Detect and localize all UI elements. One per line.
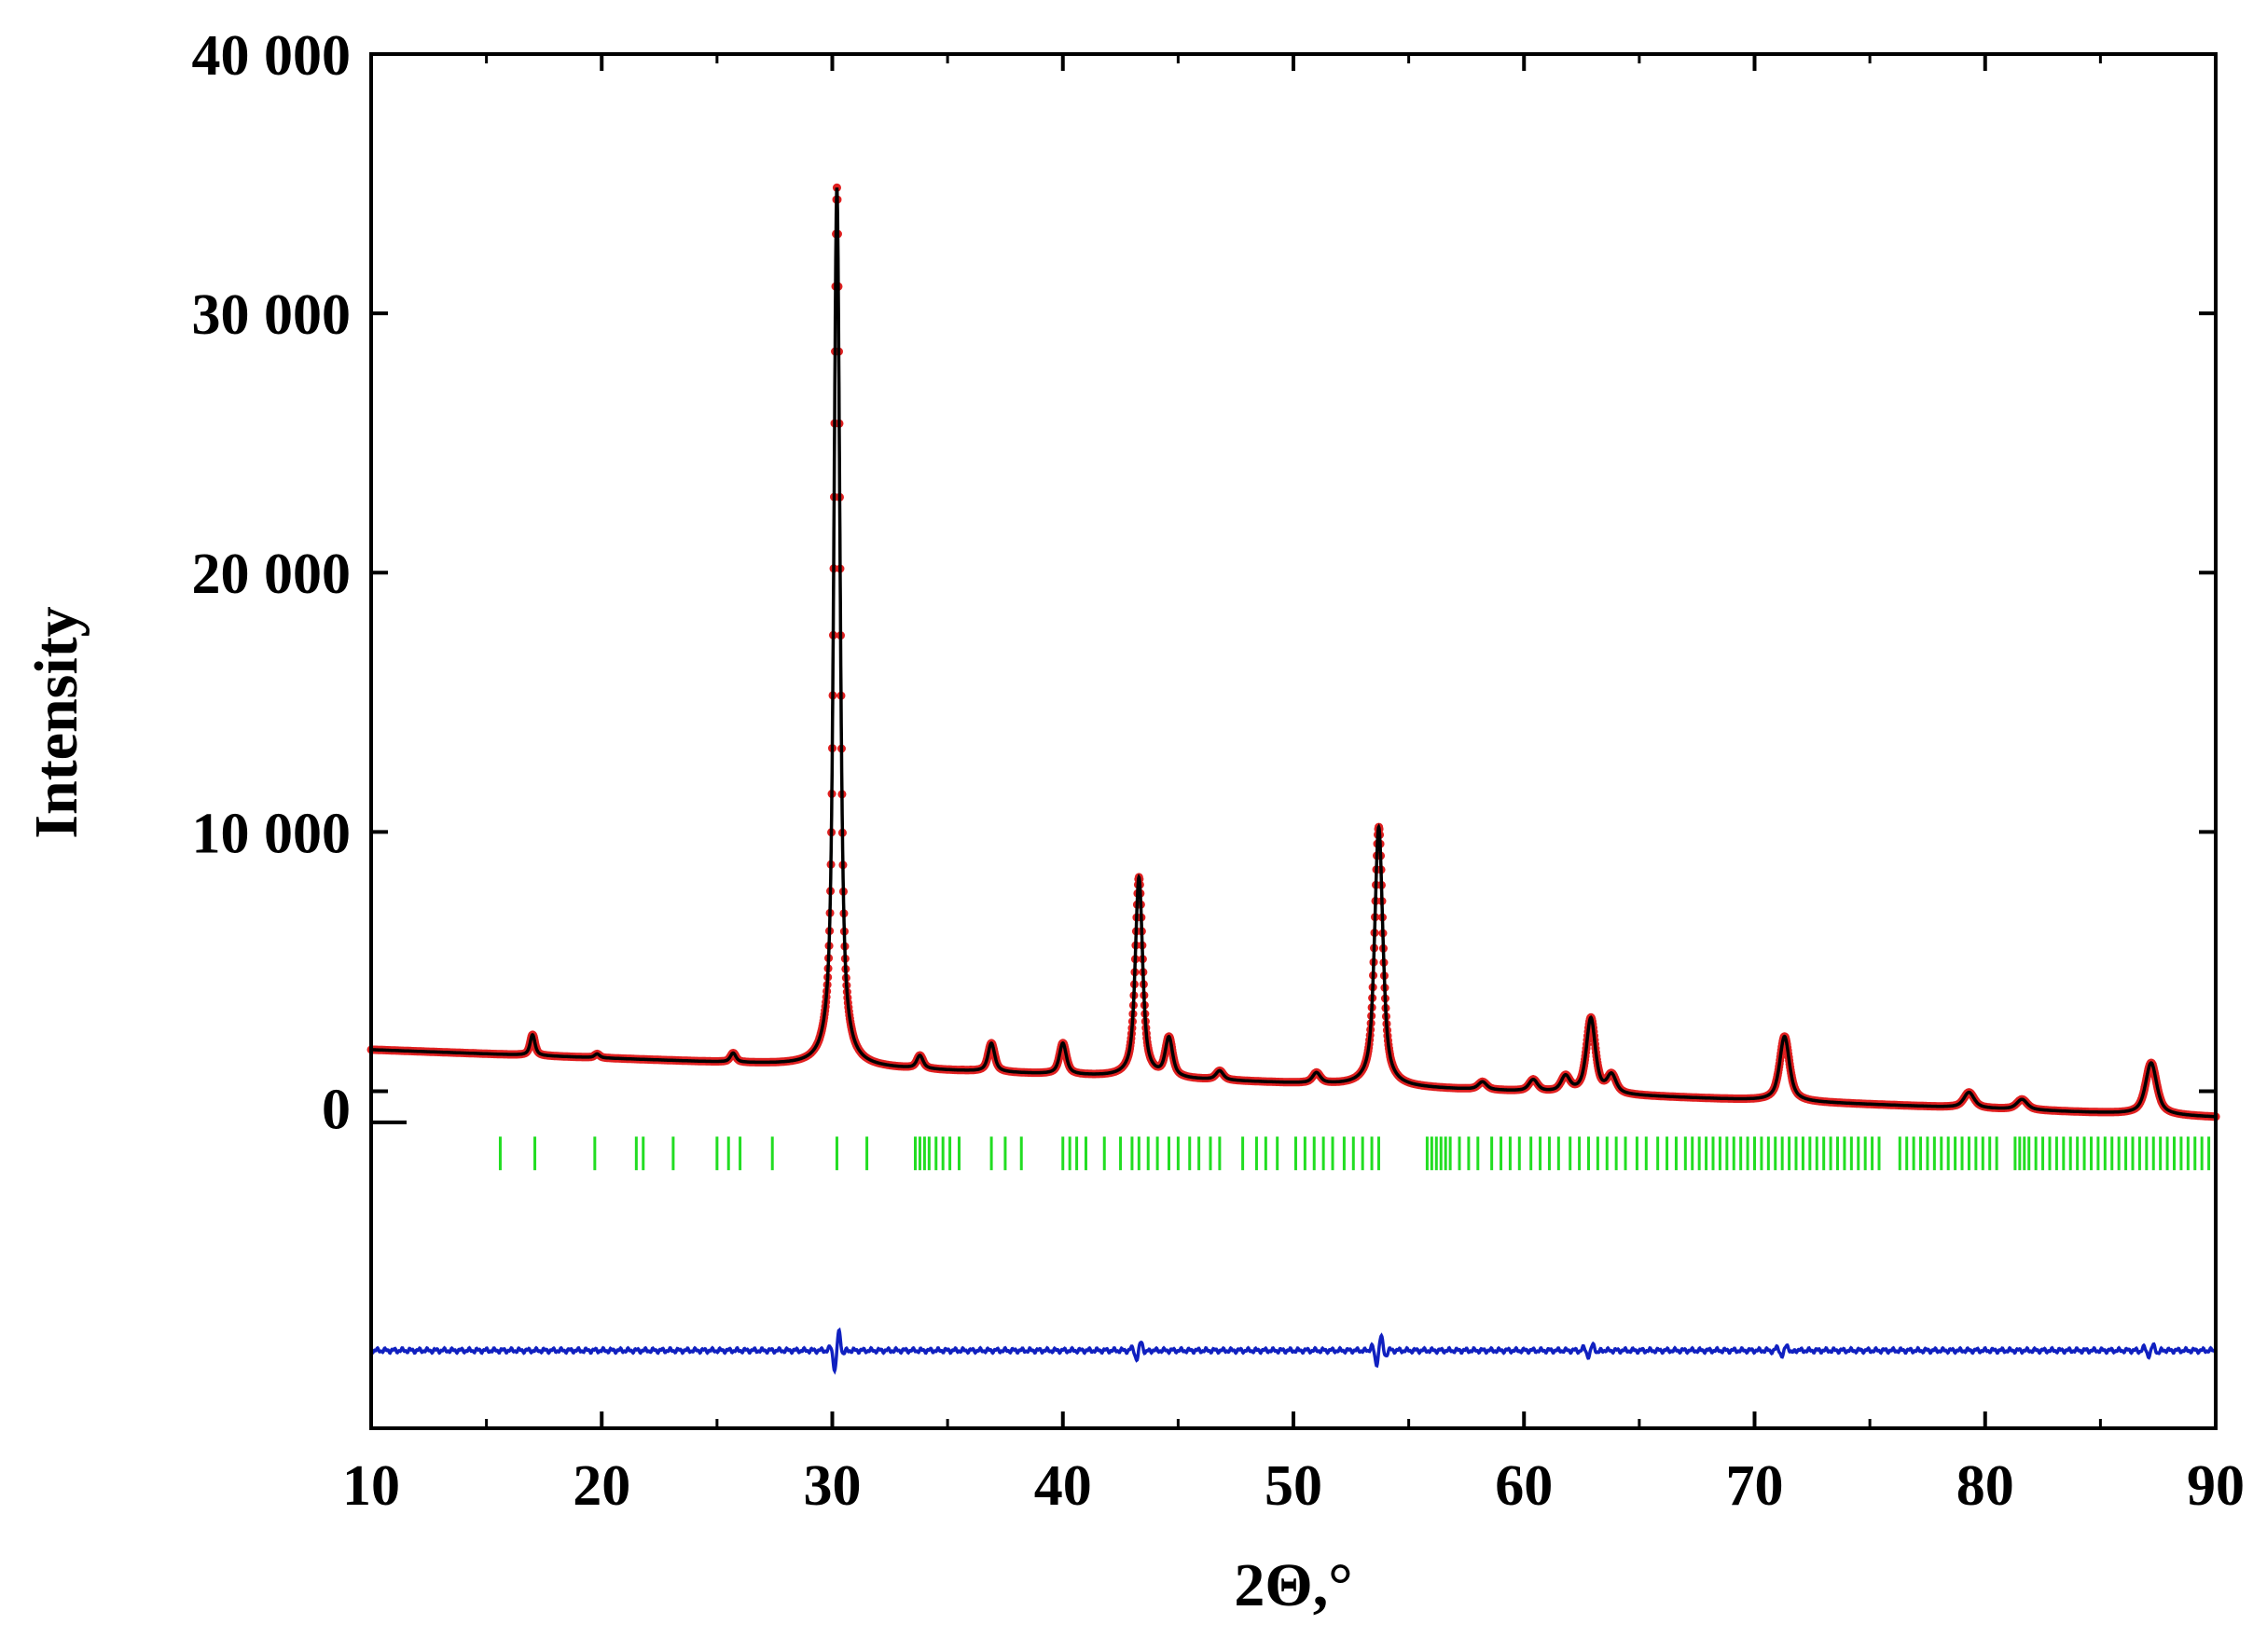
x-tick-label: 20 <box>573 1454 630 1518</box>
x-tick-label: 60 <box>1495 1454 1553 1518</box>
x-tick-label: 40 <box>1034 1454 1092 1518</box>
plot-frame <box>369 52 2218 1430</box>
axes: 10 20 30 40 50 60 70 80 90 0 10 000 20 000 30 000 40 … <box>192 24 2246 1518</box>
x-tick-label: 10 <box>342 1454 400 1518</box>
y-axis-title: Intensity <box>22 606 90 838</box>
y-tick-label: 0 <box>322 1078 351 1141</box>
x-tick-label: 50 <box>1265 1454 1322 1518</box>
x-axis-title: 2Θ,° <box>1234 1551 1352 1619</box>
observed-series <box>366 183 2220 1122</box>
y-tick-label: 10 000 <box>192 802 352 865</box>
x-tick-label: 30 <box>804 1454 862 1518</box>
bragg-ticks <box>498 1136 2211 1171</box>
y-tick-label: 20 000 <box>192 543 352 606</box>
series-layer <box>366 183 2220 1375</box>
x-tick-label: 70 <box>1726 1454 1784 1518</box>
y-tick-label: 30 000 <box>192 283 352 347</box>
y-tick-label: 40 000 <box>192 24 352 88</box>
difference-series <box>369 1327 2218 1375</box>
x-tick-label: 90 <box>2187 1454 2245 1518</box>
calculated-series <box>371 187 2217 1119</box>
x-tick-label: 80 <box>1956 1454 2014 1518</box>
